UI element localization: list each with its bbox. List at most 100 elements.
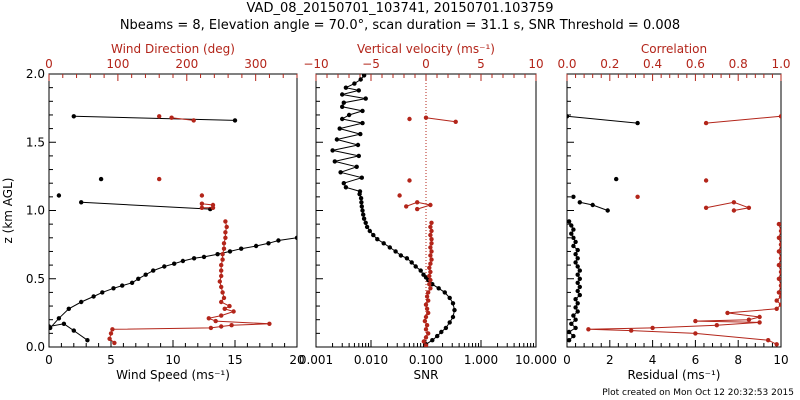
data-point [361,212,366,217]
data-point [421,272,426,277]
data-point [219,262,224,268]
data-point [332,159,337,164]
data-point [360,108,365,114]
series-line [81,201,211,210]
data-point [774,298,779,303]
series-line [425,117,456,123]
data-point [222,306,227,311]
data-point [151,268,156,273]
data-point [267,321,272,326]
data-point [66,306,72,311]
data-point [108,331,114,336]
data-point [605,208,610,213]
data-point [428,277,433,283]
bottom-tick-label: 10 [165,353,180,367]
top-tick-label: 0 [422,57,430,71]
bottom-tick-label: 8 [734,353,742,367]
data-point [571,194,576,199]
data-point [573,305,578,310]
data-point [635,194,640,199]
data-point [778,256,781,261]
top-tick-label: 0.2 [600,57,619,71]
data-point [98,176,104,182]
data-point [56,316,62,321]
data-point [340,116,345,122]
data-point [359,204,364,209]
data-point [575,256,580,261]
data-point [330,148,335,153]
data-point [143,272,148,277]
data-point [428,224,433,230]
data-point [180,258,186,264]
data-point [629,328,634,333]
data-point [217,279,222,284]
data-point [426,290,431,295]
bottom-tick-label: 0 [45,353,53,367]
data-point [575,301,580,306]
data-point [575,280,580,285]
bottom-axis-title: Wind Speed (ms⁻¹) [116,368,230,382]
data-point [409,260,414,265]
data-point [575,272,580,277]
data-point [703,120,709,126]
data-point [423,343,429,347]
data-point [129,280,135,285]
data-point [346,112,352,118]
data-point [221,241,227,246]
data-point [220,252,225,257]
data-point [442,290,447,295]
data-point [428,232,433,238]
data-point [398,253,404,258]
top-tick-label: 100 [106,57,129,71]
data-point [343,185,349,190]
bottom-axis-title: SNR [414,368,439,382]
data-point [91,294,96,299]
data-point [340,92,345,97]
data-point [107,336,112,341]
data-point [71,328,77,333]
data-point [352,81,357,86]
data-point [387,245,392,250]
top-tick-label: −10 [303,57,328,71]
y-tick-label: 0.0 [26,340,45,354]
data-point [427,265,432,270]
data-point [452,307,457,313]
data-point [341,100,346,105]
data-point [614,176,619,182]
data-point [567,114,570,119]
plot-created-footer: Plot created on Mon Oct 12 20:32:53 2015 [602,388,794,398]
data-point [229,323,234,328]
data-point [567,219,572,224]
top-axis-title: Vertical velocity (ms⁻¹) [357,42,495,56]
data-point [453,119,458,125]
plot-frame [48,73,298,348]
data-point [199,193,205,198]
data-point [422,318,428,324]
data-point [575,288,580,294]
data-point [575,309,580,314]
data-point [427,273,432,279]
series-line [588,223,781,345]
data-point [693,331,698,336]
data-point [231,309,236,314]
data-point [356,88,361,93]
data-point [157,176,162,182]
series-line [73,115,236,121]
data-point [294,235,297,240]
bottom-tick-label: 2 [606,353,614,367]
data-point [61,321,67,326]
data-point [778,242,781,247]
data-point [575,247,580,253]
panel-correlation: 0 2 4 6 8 10 Residual (ms⁻¹) 0.0 0.2 0.4 0.6 0.8 1.0… [557,42,790,382]
data-point [219,299,224,305]
data-point [223,230,228,235]
series-black [330,74,457,347]
data-point [731,208,737,213]
data-point [371,232,376,238]
data-point [428,261,433,266]
data-point [426,298,431,303]
data-point [693,318,698,324]
data-point [201,254,207,260]
data-point [79,200,84,205]
